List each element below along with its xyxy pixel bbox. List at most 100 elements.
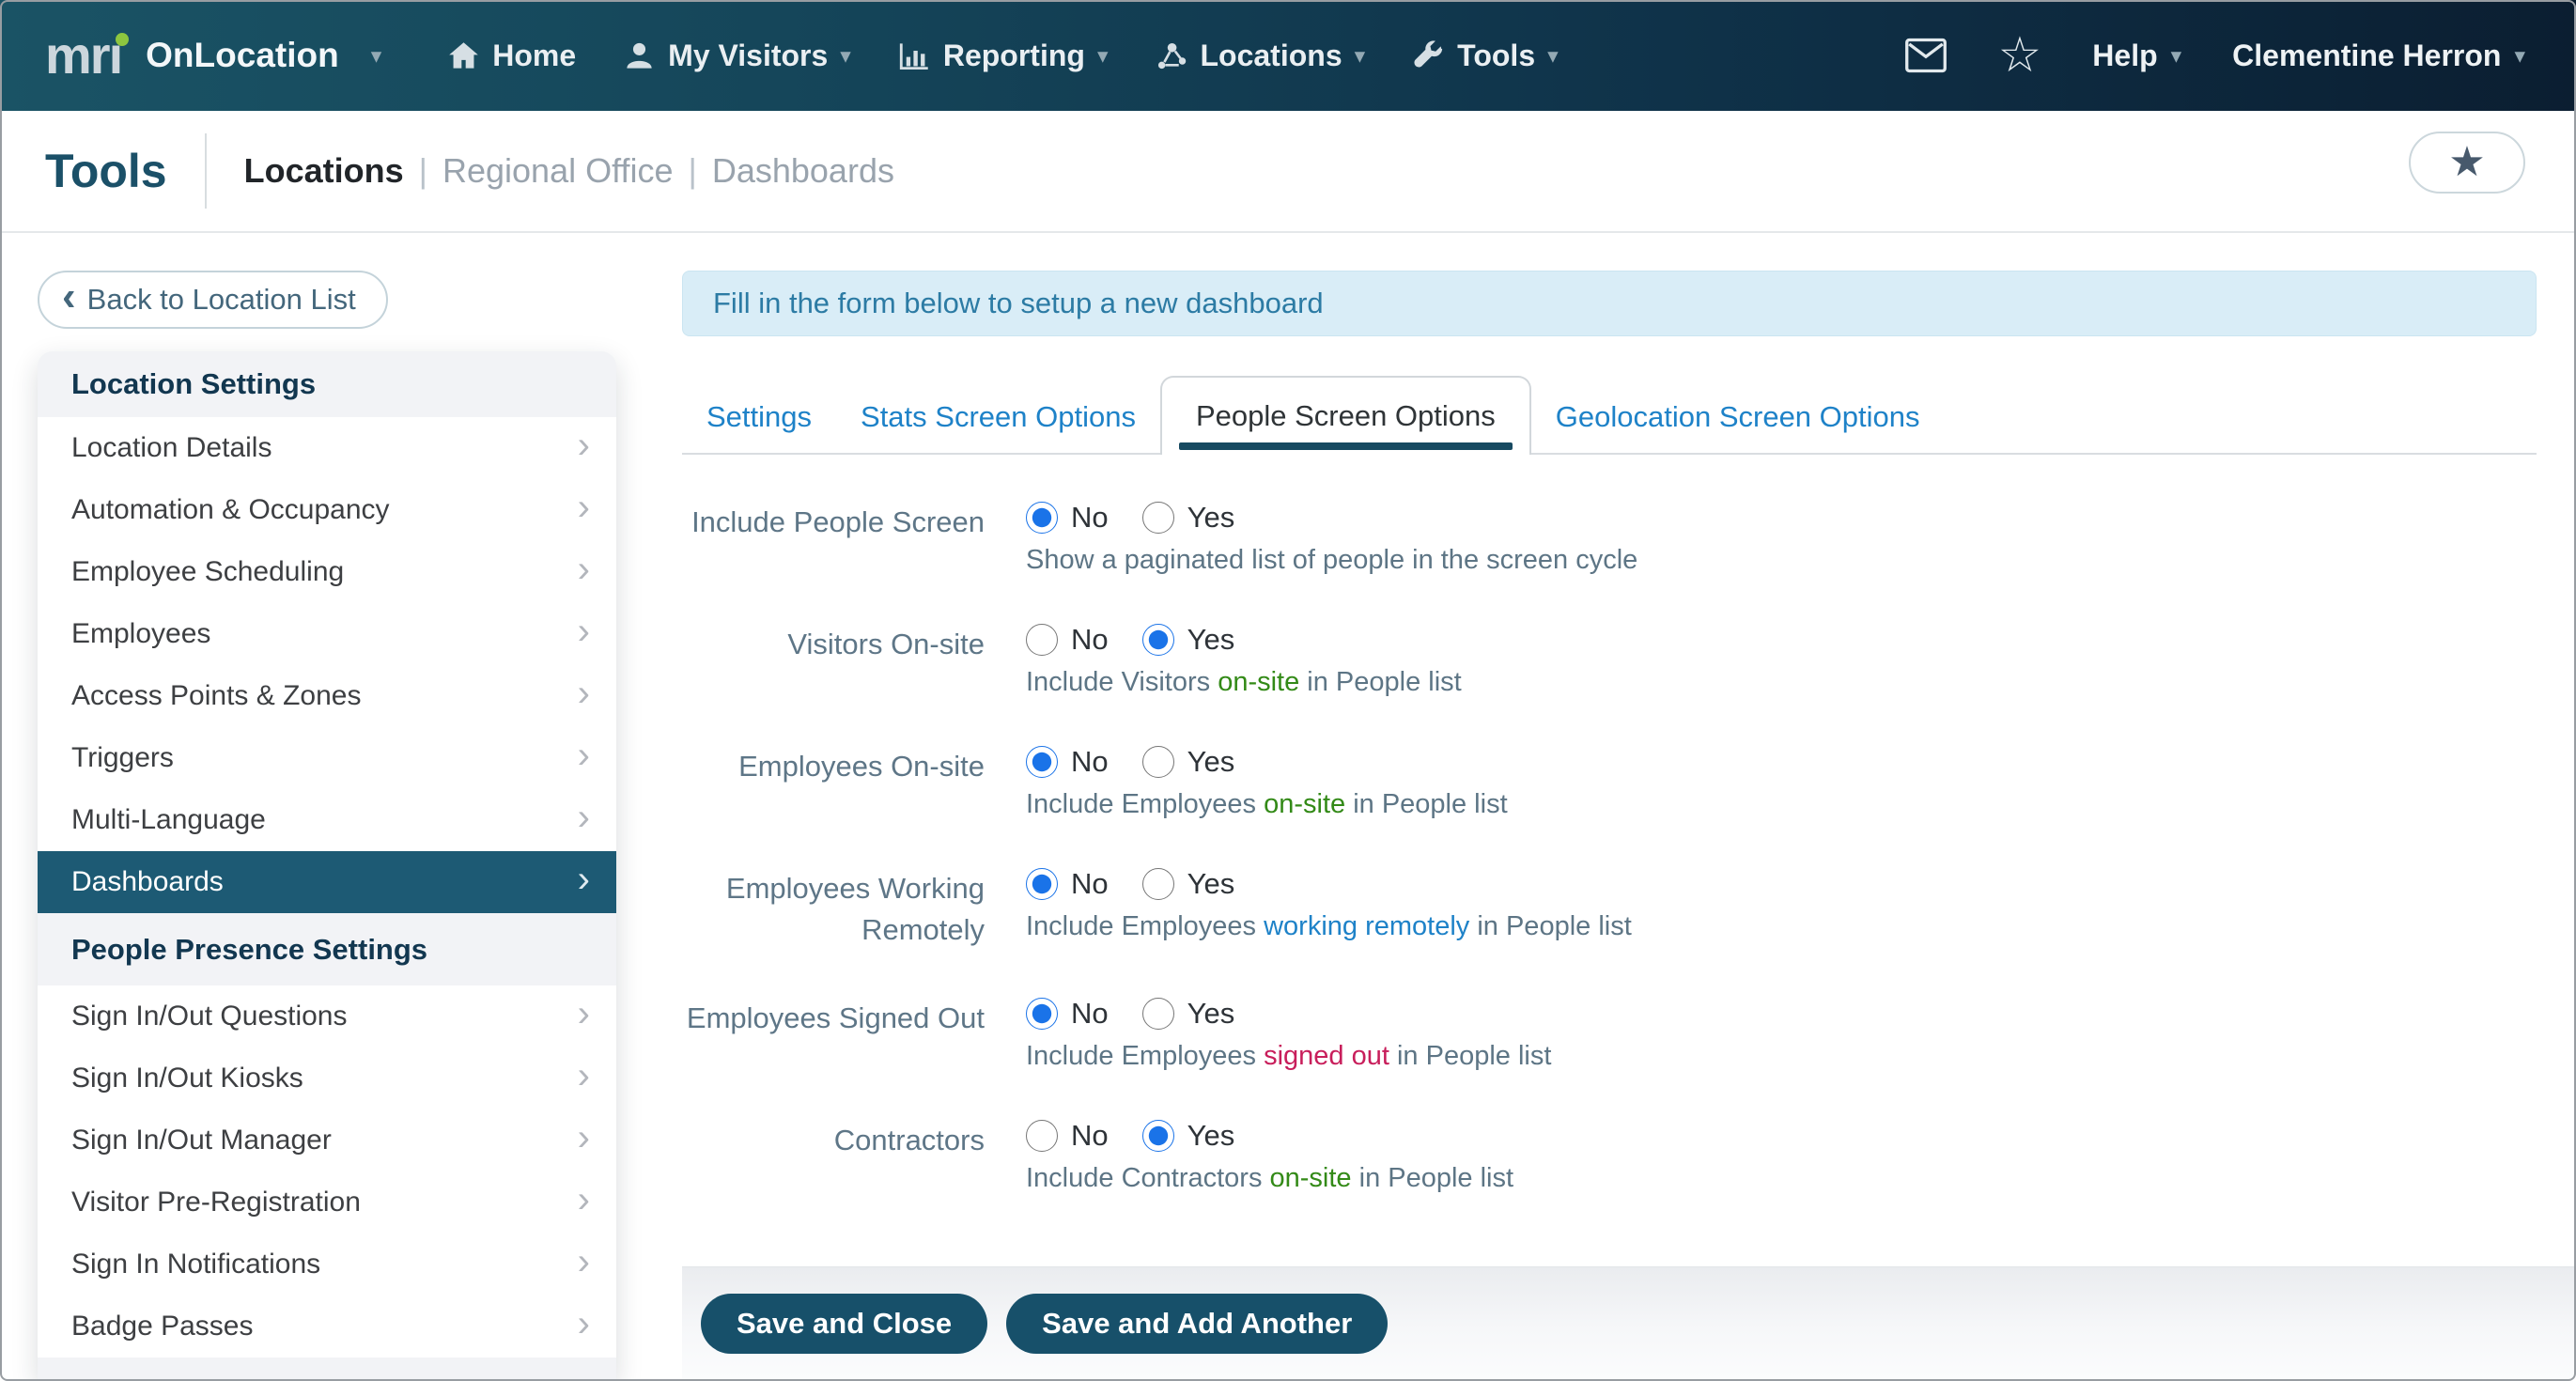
nav-item-home[interactable]: Home xyxy=(447,39,576,73)
radio-option-no[interactable]: No xyxy=(1026,1119,1109,1153)
radio-option-no[interactable]: No xyxy=(1026,997,1109,1031)
form-row-include-people-screen: Include People Screen No Yes Show a pagi… xyxy=(682,500,2574,577)
field-label: Visitors On-site xyxy=(787,628,985,660)
field-help: Include Employees signed out in People l… xyxy=(1026,1041,1552,1072)
nav-item-locations[interactable]: Locations ▾ xyxy=(1155,39,1365,73)
chevron-right-icon: › xyxy=(577,1179,590,1220)
radio-option-yes[interactable]: Yes xyxy=(1141,1119,1234,1153)
sidebar-item-employee-scheduling[interactable]: Employee Scheduling › xyxy=(38,541,616,603)
help-menu[interactable]: Help ▾ xyxy=(2092,39,2181,73)
radio-option-no[interactable]: No xyxy=(1026,623,1109,657)
chevron-right-icon: › xyxy=(577,735,590,776)
title-divider xyxy=(204,133,207,209)
nav-item-label: Locations xyxy=(1200,38,1342,72)
page-header: Tools Locations | Regional Office | Dash… xyxy=(0,111,2576,233)
radio-option-no[interactable]: No xyxy=(1026,867,1109,901)
radio-option-no[interactable]: No xyxy=(1026,501,1109,535)
sidebar-item-sign-in-out-questions[interactable]: Sign In/Out Questions › xyxy=(38,985,616,1047)
field-help: Include Employees on-site in People list xyxy=(1026,789,1508,819)
nav-item-tools[interactable]: Tools ▾ xyxy=(1412,39,1559,73)
star-filled-icon: ★ xyxy=(2448,139,2486,185)
back-button-label: Back to Location List xyxy=(86,283,356,316)
chevron-down-icon: ▾ xyxy=(370,42,382,68)
user-menu[interactable]: Clementine Herron ▾ xyxy=(2232,39,2525,73)
radio-yes[interactable] xyxy=(1141,746,1174,778)
chevron-right-icon: › xyxy=(577,549,590,590)
chevron-right-icon: › xyxy=(577,673,590,714)
sidebar-item-sign-in-notifications[interactable]: Sign In Notifications › xyxy=(38,1234,616,1296)
radio-no[interactable] xyxy=(1026,998,1058,1031)
chevron-right-icon: › xyxy=(577,797,590,838)
chevron-right-icon: › xyxy=(577,611,590,652)
chevron-right-icon: › xyxy=(577,1303,590,1344)
home-icon xyxy=(449,41,479,69)
field-help: Show a paginated list of people in the s… xyxy=(1026,545,1638,575)
radio-yes[interactable] xyxy=(1141,624,1174,656)
nav-item-my-visitors[interactable]: My Visitors ▾ xyxy=(623,39,851,73)
radio-no[interactable] xyxy=(1026,624,1058,656)
brand-menu[interactable]: mrı OnLocation ▾ xyxy=(45,29,381,82)
tab-settings[interactable]: Settings xyxy=(706,400,813,433)
sidebar-item-multi-language[interactable]: Multi-Language › xyxy=(38,789,616,851)
tab-geolocation-screen-options[interactable]: Geolocation Screen Options xyxy=(1555,400,1920,433)
breadcrumb-locations[interactable]: Locations xyxy=(243,151,404,190)
nav-right: ☆ Help ▾ Clementine Herron ▾ xyxy=(1904,31,2525,80)
breadcrumb-separator: | xyxy=(418,151,427,190)
nav-item-label: Reporting xyxy=(942,38,1085,72)
sidebar-item-visitor-pre-registration[interactable]: Visitor Pre-Registration › xyxy=(38,1172,616,1234)
sidebar-section-people-presence-settings: People Presence Settings xyxy=(71,932,428,966)
radio-yes[interactable] xyxy=(1141,1120,1174,1153)
save-and-add-another-button[interactable]: Save and Add Another xyxy=(1006,1294,1389,1354)
favorites-button[interactable]: ☆ xyxy=(1998,31,2042,80)
person-icon xyxy=(627,42,652,69)
sidebar-item-triggers[interactable]: Triggers › xyxy=(38,727,616,789)
info-banner: Fill in the form below to setup a new da… xyxy=(682,271,2537,336)
sidebar-item-automation-occupancy[interactable]: Automation & Occupancy › xyxy=(38,479,616,541)
sidebar-item-location-details[interactable]: Location Details › xyxy=(38,417,616,479)
radio-no[interactable] xyxy=(1026,502,1058,534)
form-row-employees-signed-out: Employees Signed Out No Yes Include Empl… xyxy=(682,996,2574,1073)
breadcrumb-regional-office: Regional Office xyxy=(442,151,674,190)
breadcrumb-dashboards: Dashboards xyxy=(711,151,894,190)
sidebar-item-sign-in-out-kiosks[interactable]: Sign In/Out Kiosks › xyxy=(38,1047,616,1109)
form-footer: Save and Close Save and Add Another xyxy=(682,1266,2574,1379)
field-label: Employees On-site xyxy=(738,750,985,783)
radio-option-yes[interactable]: Yes xyxy=(1141,745,1234,779)
radio-option-yes[interactable]: Yes xyxy=(1141,867,1234,901)
sidebar-item-sign-in-out-manager[interactable]: Sign In/Out Manager › xyxy=(38,1109,616,1172)
mail-button[interactable] xyxy=(1904,38,1948,73)
radio-no[interactable] xyxy=(1026,746,1058,778)
dashboard-tabs: Settings Stats Screen Options People Scr… xyxy=(682,376,2537,455)
radio-no[interactable] xyxy=(1026,868,1058,900)
radio-yes[interactable] xyxy=(1141,998,1174,1031)
radio-option-yes[interactable]: Yes xyxy=(1141,997,1234,1031)
main-content: Fill in the form below to setup a new da… xyxy=(682,233,2574,1379)
chevron-down-icon: ▾ xyxy=(840,42,851,68)
radio-no[interactable] xyxy=(1026,1120,1058,1153)
field-help: Include Employees working remotely in Pe… xyxy=(1026,911,1632,941)
favorite-page-button[interactable]: ★ xyxy=(2409,132,2525,194)
form-row-visitors-on-site: Visitors On-site No Yes Include Visitors… xyxy=(682,622,2574,699)
star-outline-icon: ☆ xyxy=(1997,28,2042,83)
nav-item-reporting[interactable]: Reporting ▾ xyxy=(898,38,1108,73)
field-help: Include Contractors on-site in People li… xyxy=(1026,1163,1514,1194)
help-label: Help xyxy=(2092,38,2158,72)
form-row-employees-on-site: Employees On-site No Yes Include Employe… xyxy=(682,744,2574,821)
tab-people-screen-options[interactable]: People Screen Options xyxy=(1159,376,1531,455)
chevron-right-icon: › xyxy=(577,859,590,900)
field-label: Employees Working Remotely xyxy=(725,872,985,947)
radio-option-yes[interactable]: Yes xyxy=(1141,623,1234,657)
save-and-close-button[interactable]: Save and Close xyxy=(701,1294,988,1354)
radio-option-yes[interactable]: Yes xyxy=(1141,501,1234,535)
sidebar-item-employees[interactable]: Employees › xyxy=(38,603,616,665)
radio-option-no[interactable]: No xyxy=(1026,745,1109,779)
radio-yes[interactable] xyxy=(1141,502,1174,534)
chevron-right-icon: › xyxy=(577,1241,590,1282)
radio-yes[interactable] xyxy=(1141,868,1174,900)
sidebar-item-dashboards[interactable]: Dashboards › xyxy=(38,851,616,913)
tab-stats-screen-options[interactable]: Stats Screen Options xyxy=(861,400,1136,433)
sidebar-item-access-points-zones[interactable]: Access Points & Zones › xyxy=(38,665,616,727)
sidebar-item-badge-passes[interactable]: Badge Passes › xyxy=(38,1296,616,1358)
back-to-location-list-button[interactable]: ‹ Back to Location List xyxy=(38,271,388,329)
